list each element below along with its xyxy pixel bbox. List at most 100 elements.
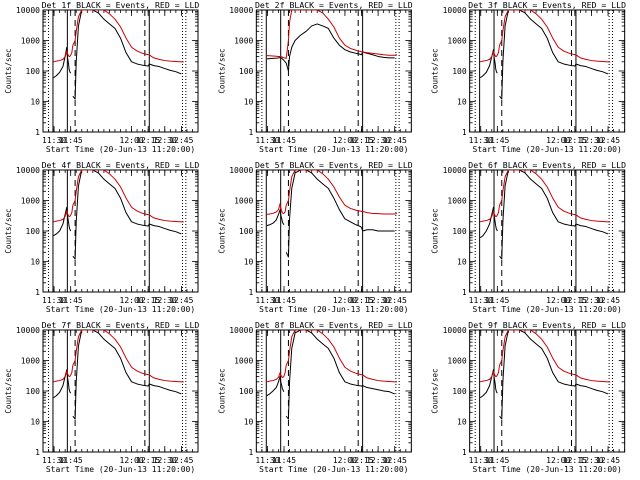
y-axis-label: Counts/sec [217, 368, 226, 413]
chart-title: Det_3f BLACK = Events, RED = LLD [468, 0, 626, 10]
chart-title: Det_5f BLACK = Events, RED = LLD [255, 160, 413, 170]
y-tick-label: 1 [462, 128, 467, 137]
plot-area [474, 170, 613, 292]
x-tick-label: 12:45 [169, 296, 193, 305]
y-tick-label: 100 [239, 67, 254, 76]
y-axis-label: Counts/sec [217, 208, 226, 253]
y-tick-label: 1000 [447, 357, 466, 366]
x-tick-label: 12:30 [579, 296, 603, 305]
panel-3: Det_3f BLACK = Events, RED = LLD 1 10 100 10… [431, 0, 626, 154]
panel-6: Det_6f BLACK = Events, RED = LLD 1 10 100 10… [431, 160, 626, 314]
x-tick-label: 12:00 [333, 296, 357, 305]
y-axis-label: Counts/sec [431, 208, 440, 253]
y-tick-label: 10 [457, 98, 467, 107]
y-tick-label: 1000 [21, 357, 40, 366]
series-lld-line [53, 330, 184, 383]
y-tick-label: 10 [30, 418, 40, 427]
plot-area [474, 330, 613, 452]
y-tick-label: 1 [35, 288, 40, 297]
series-events-line [266, 23, 395, 72]
y-tick-label: 10000 [229, 166, 253, 175]
y-tick-label: 1 [35, 448, 40, 457]
x-tick-label: 12:00 [120, 296, 144, 305]
series-lld-line [266, 330, 397, 383]
y-tick-label: 10000 [229, 326, 253, 335]
x-axis-label: Start Time (20-Jun-13 11:20:00) [259, 305, 408, 314]
y-tick-label: 1 [35, 128, 40, 137]
x-tick-label: 12:15 [349, 296, 373, 305]
x-tick-label: 11:45 [59, 136, 83, 145]
x-tick-label: 12:15 [136, 296, 160, 305]
x-tick-label: 12:00 [333, 136, 357, 145]
y-tick-label: 10 [30, 98, 40, 107]
x-tick-label: 12:15 [349, 456, 373, 465]
panel-1: Det_1f BLACK = Events, RED = LLD 1 10 100 10… [4, 0, 199, 154]
x-tick-label: 12:15 [563, 456, 587, 465]
y-tick-label: 10000 [16, 6, 40, 15]
y-tick-label: 10 [30, 258, 40, 267]
x-axis-label: Start Time (20-Jun-13 11:20:00) [473, 305, 622, 314]
x-tick-label: 12:45 [596, 296, 620, 305]
series-lld-line [266, 10, 398, 59]
x-tick-label: 12:30 [153, 296, 177, 305]
y-axis-label: Counts/sec [4, 48, 13, 93]
y-tick-label: 10000 [443, 166, 467, 175]
panel-4: Det_4f BLACK = Events, RED = LLD 1 10 100 10… [4, 160, 199, 314]
x-tick-label: 11:30 [42, 456, 66, 465]
x-tick-label: 12:30 [366, 296, 390, 305]
series-lld-line [266, 170, 398, 215]
x-axis-label: Start Time (20-Jun-13 11:20:00) [473, 145, 622, 154]
x-tick-label: 11:30 [255, 456, 279, 465]
x-tick-label: 11:30 [469, 456, 493, 465]
x-tick-label: 12:45 [596, 136, 620, 145]
y-tick-label: 1000 [21, 37, 40, 46]
y-tick-label: 1 [462, 288, 467, 297]
plot-area [48, 10, 187, 132]
panel-2: Det_2f BLACK = Events, RED = LLD 1 10 100 10… [217, 0, 412, 154]
plot-area [261, 330, 400, 452]
y-tick-label: 10000 [16, 326, 40, 335]
y-tick-label: 10 [457, 418, 467, 427]
panel-5: Det_5f BLACK = Events, RED = LLD 1 10 100 10… [217, 160, 412, 314]
chart-title: Det_8f BLACK = Events, RED = LLD [255, 320, 413, 330]
y-tick-label: 1000 [447, 37, 466, 46]
chart-title: Det_2f BLACK = Events, RED = LLD [255, 0, 413, 10]
y-tick-label: 100 [452, 227, 467, 236]
y-axis-label: Counts/sec [4, 208, 13, 253]
y-tick-label: 10000 [443, 6, 467, 15]
x-tick-label: 11:30 [469, 296, 493, 305]
chart-title: Det_6f BLACK = Events, RED = LLD [468, 160, 626, 170]
x-tick-label: 12:45 [596, 456, 620, 465]
plot-area [48, 330, 187, 452]
x-tick-label: 12:15 [563, 136, 587, 145]
x-tick-label: 12:00 [120, 136, 144, 145]
chart-title: Det_1f BLACK = Events, RED = LLD [42, 0, 200, 10]
x-tick-label: 12:30 [366, 456, 390, 465]
y-tick-label: 100 [26, 227, 41, 236]
x-axis-label: Start Time (20-Jun-13 11:20:00) [473, 465, 622, 474]
y-tick-label: 1000 [234, 37, 253, 46]
y-axis-label: Counts/sec [4, 368, 13, 413]
x-tick-label: 12:15 [563, 296, 587, 305]
x-axis-label: Start Time (20-Jun-13 11:20:00) [259, 465, 408, 474]
x-tick-label: 11:45 [485, 296, 509, 305]
x-tick-label: 12:30 [579, 456, 603, 465]
x-axis-label: Start Time (20-Jun-13 11:20:00) [46, 145, 195, 154]
x-tick-label: 12:45 [383, 136, 407, 145]
y-tick-label: 10000 [443, 326, 467, 335]
series-lld-line [480, 170, 611, 223]
y-tick-label: 1 [249, 288, 254, 297]
axis-frame [255, 329, 412, 453]
x-tick-label: 12:00 [120, 456, 144, 465]
x-tick-label: 11:30 [255, 296, 279, 305]
series-lld-line [53, 170, 184, 223]
x-tick-label: 12:45 [383, 296, 407, 305]
y-tick-label: 1000 [447, 197, 466, 206]
x-tick-label: 12:30 [366, 136, 390, 145]
y-tick-label: 100 [26, 67, 41, 76]
panel-7: Det_7f BLACK = Events, RED = LLD 1 10 100 10… [4, 320, 199, 474]
y-tick-label: 1 [249, 128, 254, 137]
x-tick-label: 12:45 [169, 136, 193, 145]
x-tick-label: 12:00 [546, 136, 570, 145]
